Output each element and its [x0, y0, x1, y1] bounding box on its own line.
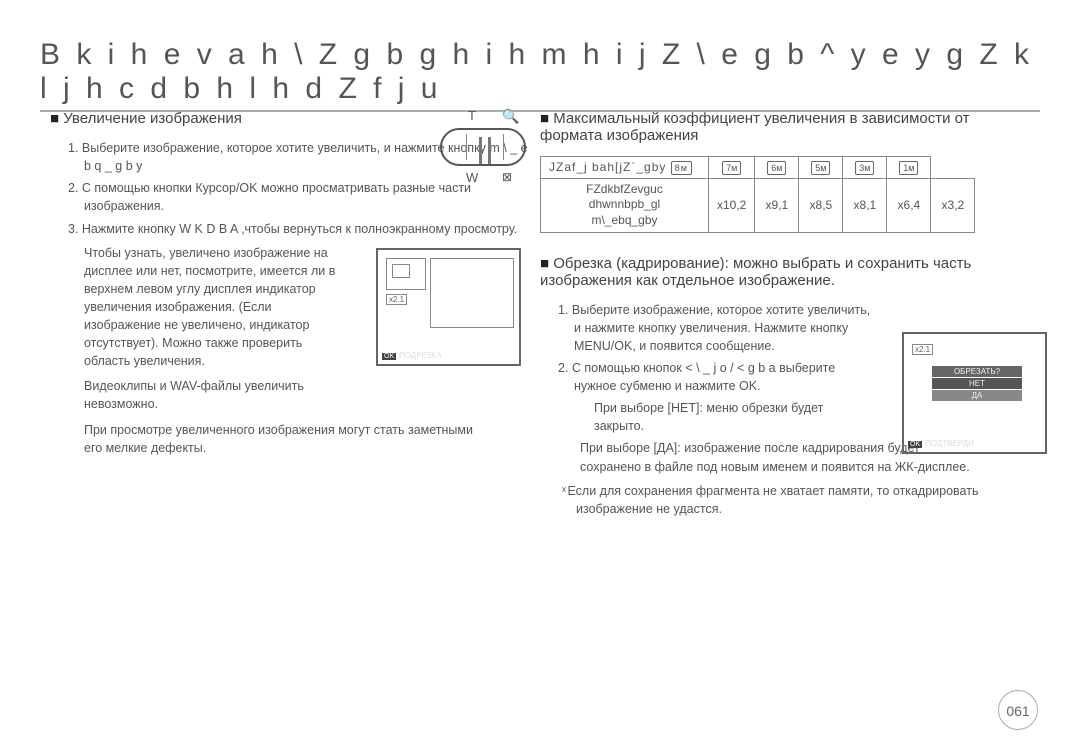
lcd-main-area — [430, 258, 514, 328]
right-column: Максимальный коэффициент увеличения в за… — [540, 110, 1040, 518]
table-data-row: FZdkbfZevguc dhwnnbpb_gl m\_ebq_gby x10,… — [541, 178, 975, 232]
res-icon-3m: 3ᴍ — [855, 161, 874, 175]
val-1: x9,1 — [755, 178, 799, 232]
left-note-2: Видеоклипы и WAV-файлы увеличить невозмо… — [84, 377, 340, 413]
zoom-out-icon: ⊠ — [502, 170, 512, 184]
right-heading-crop: Обрезка (кадрирование): можно выбрать и … — [540, 255, 1020, 289]
res-icon-1m: 1ᴍ — [899, 161, 918, 175]
val-2: x8,5 — [799, 178, 843, 232]
lcd-zoom-tag: x2.1 — [386, 294, 407, 305]
left-note-1: Чтобы узнать, увеличено изображение на д… — [84, 244, 340, 371]
right-footnote: ͯ Если для сохранения фрагмента не хвата… — [558, 482, 998, 518]
val-5: x3,2 — [931, 178, 975, 232]
rocker-t-label: T — [468, 108, 476, 123]
row-label: FZdkbfZevguc dhwnnbpb_gl m\_ebq_gby — [541, 178, 709, 232]
lcd-bottom-bar: OKПОДРЕЗКА — [378, 350, 519, 364]
table-header-row: JZaf_j bah[jZ`_gby 8ᴍ 7ᴍ 6ᴍ 5ᴍ 3ᴍ 1ᴍ — [541, 157, 975, 179]
lcd-preview-dialog: x2.1 ОБРЕЗАТЬ? НЕТ ДА OKПОДТВЕРДИ — [902, 332, 1047, 454]
left-heading: Увеличение изображения — [50, 110, 530, 127]
left-notes: Чтобы узнать, увеличено изображение на д… — [50, 244, 340, 413]
dialog-option-no: НЕТ — [932, 378, 1022, 389]
col-3m: 3ᴍ — [843, 157, 887, 179]
left-note-3: При просмотре увеличенного изображения м… — [50, 421, 490, 457]
zoom-in-icon: 🔍 — [502, 108, 519, 125]
crop-dialog: ОБРЕЗАТЬ? НЕТ ДА — [932, 366, 1022, 401]
lcd-preview-crop: x2.1 OKПОДРЕЗКА — [376, 248, 521, 366]
lcd2-ok-icon: OK — [908, 441, 922, 448]
col-1m: 1ᴍ — [887, 157, 931, 179]
right-step-2: 2. С помощью кнопок < \ _ j o / < g b a … — [558, 359, 880, 395]
res-icon-5m: 5ᴍ — [811, 161, 830, 175]
opt-no-line: При выборе [НЕТ]: меню обрезки будет зак… — [540, 399, 870, 435]
right-heading-zoom-table: Максимальный коэффициент увеличения в за… — [540, 110, 1030, 144]
res-icon-6m: 6ᴍ — [767, 161, 786, 175]
lcd-thumbnail-icon — [386, 258, 426, 290]
lcd-ok-icon: OK — [382, 353, 396, 360]
dialog-title: ОБРЕЗАТЬ? — [932, 366, 1022, 377]
page-number: 061 — [998, 690, 1038, 730]
res-icon-7m: 7ᴍ — [722, 161, 741, 175]
lcd2-bottom-bar: OKПОДТВЕРДИ — [904, 438, 1045, 452]
res-icon-8m: 8ᴍ — [671, 161, 692, 175]
val-0: x10,2 — [709, 178, 755, 232]
col-7m: 7ᴍ — [709, 157, 755, 179]
zoom-ratio-table: JZaf_j bah[jZ`_gby 8ᴍ 7ᴍ 6ᴍ 5ᴍ 3ᴍ 1ᴍ FZd… — [540, 156, 975, 233]
left-step-3: 3. Нажмите кнопку W K D B A ,чтобы верну… — [68, 220, 530, 238]
left-column: Увеличение изображения 1. Выберите изобр… — [50, 110, 530, 457]
dialog-option-yes: ДА — [932, 390, 1022, 401]
col-5m: 5ᴍ — [799, 157, 843, 179]
right-step-1: 1. Выберите изображение, которое хотите … — [558, 301, 880, 355]
page-title: B k i h e v a h \ Z g b g h i h m h i j … — [40, 38, 1040, 112]
lcd2-zoom-tag: x2.1 — [912, 344, 933, 355]
lcd2-bar-text: ПОДТВЕРДИ — [925, 439, 974, 448]
lcd-bar-text: ПОДРЕЗКА — [399, 351, 442, 360]
rocker-w-label: W — [466, 170, 478, 185]
rocker-body — [440, 128, 526, 166]
val-3: x8,1 — [843, 178, 887, 232]
table-header-label: JZaf_j bah[jZ`_gby 8ᴍ — [541, 157, 709, 179]
left-step-2: 2. С помощью кнопки Курсор/OK можно прос… — [68, 179, 530, 215]
right-steps: 1. Выберите изображение, которое хотите … — [540, 301, 880, 396]
col-6m: 6ᴍ — [755, 157, 799, 179]
val-4: x6,4 — [887, 178, 931, 232]
